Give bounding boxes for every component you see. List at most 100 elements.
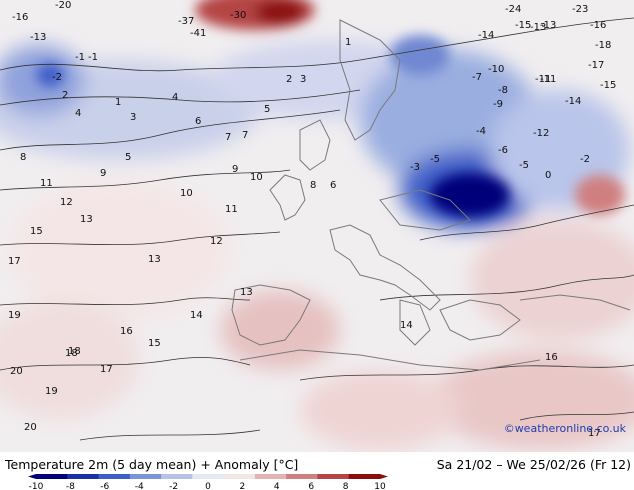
map-label: 16 — [545, 352, 558, 363]
map-canvas: -16 -13 -20 -37 -41 -30 -24 -15 -16 -13 … — [0, 0, 634, 452]
map-label: 0 — [545, 170, 551, 181]
map-label: -17 — [588, 60, 604, 71]
map-label: -5 — [430, 154, 440, 165]
colorbar-swatch — [192, 474, 225, 479]
colorbar-swatch — [161, 474, 193, 479]
map-label: 18 — [68, 346, 81, 357]
map-label: -15 — [600, 80, 616, 91]
map-label: -13 — [530, 22, 546, 33]
map-label: -20 — [55, 0, 71, 11]
map-label: -15 — [515, 20, 531, 31]
colorbar-swatch — [36, 474, 68, 479]
map-label: 10 — [250, 172, 263, 183]
colorbar-tick-label: -8 — [66, 482, 75, 490]
map-label: -9 — [493, 99, 503, 110]
colorbar-tick-label: 4 — [274, 482, 280, 490]
colorbar-tick-label: 2 — [240, 482, 246, 490]
strong-anomaly-shading — [36, 0, 625, 217]
map-label: 20 — [24, 422, 37, 433]
map-label: 8 — [20, 152, 26, 163]
temperature-anomaly-map: -16 -13 -20 -37 -41 -30 -24 -15 -16 -13 … — [0, 0, 634, 452]
map-label: 19 — [8, 310, 21, 321]
map-label: 13 — [240, 287, 253, 298]
map-label: 15 — [30, 226, 43, 237]
map-label: 12 — [60, 197, 73, 208]
colorbar-tick-label: -10 — [29, 482, 44, 490]
map-label: -2 — [580, 154, 590, 165]
map-label: 18 — [65, 348, 78, 359]
map-label: -3 — [410, 162, 420, 173]
map-label: 17 — [588, 428, 601, 439]
map-label: 6 — [195, 116, 201, 127]
coastlines — [231, 19, 631, 371]
map-label: 4 — [75, 108, 81, 119]
map-label: -16 — [590, 20, 606, 31]
map-label: 17 — [8, 256, 21, 267]
map-label: 19 — [45, 386, 58, 397]
map-label: 3 — [300, 74, 306, 85]
map-label: 4 — [172, 92, 178, 103]
map-label: -18 — [595, 40, 611, 51]
map-label: -12 — [533, 128, 549, 139]
colorbar-swatch — [129, 474, 162, 479]
credit-link[interactable]: ©weatheronline.co.uk — [503, 422, 626, 435]
map-label: 13 — [80, 214, 93, 225]
map-label: -8 — [498, 85, 508, 96]
map-label: 6 — [330, 180, 336, 191]
colorbar-tick-label: -4 — [135, 482, 144, 490]
colorbar-swatch — [254, 474, 287, 479]
colorbar-swatch — [317, 474, 350, 479]
colorbar-swatch — [348, 474, 381, 479]
legend-footer: ©weatheronline.co.uk Temperature 2m (5 d… — [0, 422, 634, 490]
map-label: 1 — [345, 37, 351, 48]
map-label: -13 — [540, 20, 556, 31]
map-label: 11 — [40, 178, 53, 189]
colorbar-arrow-right — [380, 474, 388, 479]
map-label: -1 — [88, 52, 98, 63]
map-label: 17 — [100, 364, 113, 375]
map-label: 16 — [120, 326, 133, 337]
map-label: 9 — [100, 168, 106, 179]
map-label: -1 — [75, 52, 85, 63]
map-label: 7 — [225, 132, 231, 143]
map-label: -23 — [572, 4, 588, 15]
map-label: -2 — [52, 72, 62, 83]
colorbar-swatch — [286, 474, 318, 479]
colorbar-swatch — [67, 474, 100, 479]
map-label: 13 — [148, 254, 161, 265]
map-label: 14 — [400, 320, 413, 331]
colorbar-tick-label: 8 — [343, 482, 349, 490]
colorbar-tick-label: -6 — [100, 482, 109, 490]
map-label: -13 — [30, 32, 46, 43]
map-label: 3 — [130, 112, 136, 123]
map-label: -6 — [498, 145, 508, 156]
isotherms — [0, 17, 634, 441]
map-label: -11 — [540, 74, 556, 85]
map-label: -5 — [519, 160, 529, 171]
map-label: -41 — [190, 28, 206, 39]
map-label: -14 — [565, 96, 581, 107]
map-label: 8 — [310, 180, 316, 191]
map-label: 10 — [180, 188, 193, 199]
map-label: -24 — [505, 4, 521, 15]
map-label: -16 — [12, 12, 28, 23]
colorbar-tick-label: 0 — [205, 482, 211, 490]
map-label: 14 — [190, 310, 203, 321]
colorbar-tick-label: -2 — [169, 482, 178, 490]
map-label: 2 — [286, 74, 292, 85]
map-label: 9 — [232, 164, 238, 175]
map-label: 12 — [210, 236, 223, 247]
map-label: 20 — [10, 366, 23, 377]
colorbar-swatch — [223, 474, 256, 479]
map-label: -7 — [472, 72, 482, 83]
map-label: -37 — [178, 16, 194, 27]
anomaly-shading — [0, 40, 634, 450]
colorbar-tick-label: 6 — [308, 482, 314, 490]
map-label: 5 — [264, 104, 270, 115]
colorbar-arrow-left — [28, 474, 36, 479]
map-label: -14 — [478, 30, 494, 41]
map-label: -11 — [535, 74, 551, 85]
map-label: 1 — [115, 97, 121, 108]
map-label: -10 — [488, 64, 504, 75]
temperature-labels: -16 -13 -20 -37 -41 -30 -24 -15 -16 -13 … — [8, 0, 616, 439]
